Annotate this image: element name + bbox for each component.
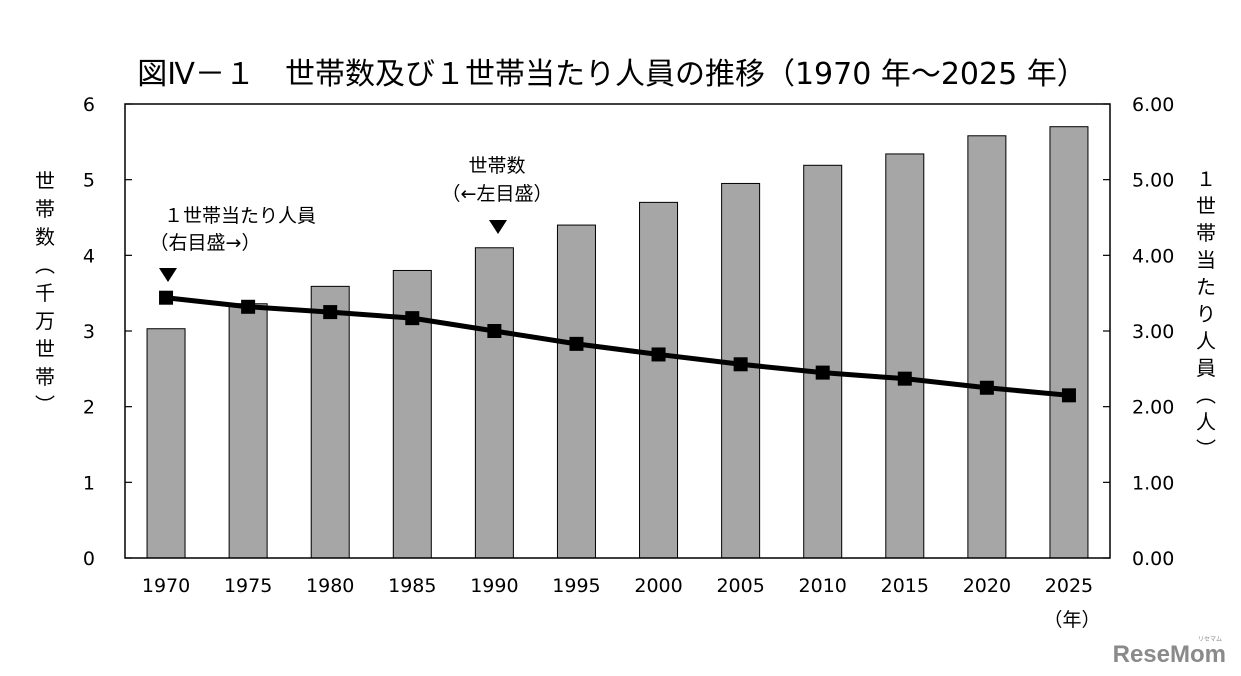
left-tick-label: 1 [83,472,95,494]
line-marker-1970 [159,290,174,305]
line-series [159,290,1076,403]
right-tick-label: 5.00 [1132,170,1174,192]
line-marker-2000 [651,347,666,362]
right-tick-label: 6.00 [1132,94,1174,116]
right-tick-label: 2.00 [1132,397,1174,419]
ylabel-right-char: り [1196,302,1216,326]
x-tick-label: 2025 [1045,575,1093,597]
ylabel-right-char: ︶ [1196,437,1216,461]
line-marker-1975 [241,299,256,314]
bar-2025 [1049,126,1089,559]
line-marker-2025 [1061,388,1076,403]
right-axis-label: １世帯当たり人員︵人︶ [1196,167,1216,461]
ylabel-left-char: 万 [35,309,55,333]
ylabel-right-char: 帯 [1196,221,1216,245]
left-tick-label: 6 [83,94,95,116]
right-axis-ticks: 0.00 1.00 2.00 3.00 4.00 5.00 6.00 [1103,94,1174,570]
line-marker-1995 [569,336,584,351]
ylabel-left-char: 世 [35,337,55,361]
x-tick-label: 1995 [552,575,600,597]
ylabel-right-char: 員 [1196,356,1216,380]
bar-1970 [146,328,186,559]
line-annotation-axis-note: （右目盛→） [150,232,261,254]
bar-1995 [556,224,596,559]
axes [124,103,1111,559]
line-marker-2020 [979,380,994,395]
bar-2000 [639,201,679,559]
x-tick-label: 1980 [306,575,354,597]
ylabel-left-char: 世 [35,169,55,193]
x-axis-ticks: 1970 1975 1980 1985 1990 1995 2000 2005 2010 2015… [142,575,1093,597]
plot-frame [124,103,1111,559]
resemom-logo-kana: リセマム [1198,636,1222,643]
bar-annotation-name: 世帯数 [468,155,525,177]
right-tick-label: 3.00 [1132,321,1174,343]
bar-1980 [310,285,350,559]
line-path [165,295,1070,398]
resemom-logo: ReseMom [1113,641,1226,668]
ylabel-left-char: 千 [35,281,55,305]
bar-2010 [803,164,843,559]
line-marker-1985 [405,311,420,326]
ylabel-right-char: 人 [1196,329,1216,353]
line-marker-2015 [897,371,912,386]
ylabel-right-char: 当 [1196,248,1216,272]
left-tick-label: 0 [83,548,95,570]
left-tick-label: 3 [83,321,95,343]
right-tick-label: 1.00 [1132,472,1174,494]
line-marker-1990 [487,324,502,338]
x-axis-unit: （年） [1043,609,1100,631]
x-tick-label: 2020 [963,575,1011,597]
line-annotation-name: １世帯当たり人員 [164,205,316,227]
bar-annotation-arrow-icon [489,220,507,234]
line-marker-2005 [733,357,748,372]
x-tick-label: 1975 [224,575,272,597]
bar-annotation-axis-note: （←左目盛） [442,183,553,205]
left-tick-label: 5 [83,170,95,192]
ylabel-left-char: 数 [35,225,55,249]
bar-2015 [885,153,925,559]
ylabel-left-char: 帯 [35,197,55,221]
left-tick-label: 2 [83,397,95,419]
x-tick-label: 2005 [716,575,764,597]
chart-title: 図Ⅳ－１ 世帯数及び１世帯当たり人員の推移（1970 年～2025 年） [137,57,1086,92]
bar-1975 [228,303,268,559]
x-tick-label: 2010 [799,575,847,597]
ylabel-left-char: ︶ [35,393,55,417]
x-tick-label: 2000 [634,575,682,597]
line-marker-1980 [323,305,338,320]
x-tick-label: 2015 [881,575,929,597]
x-tick-label: 1990 [470,575,518,597]
right-tick-label: 0.00 [1132,548,1174,570]
ylabel-right-char: １ [1196,167,1216,191]
ylabel-right-char: 人 [1196,410,1216,434]
bar-1990 [474,247,514,559]
ylabel-left-char: ︵ [35,253,55,277]
x-tick-label: 1985 [388,575,436,597]
x-tick-label: 1970 [142,575,190,597]
ylabel-right-char: ︵ [1196,383,1216,407]
left-axis-ticks: 0 1 2 3 4 5 6 [83,94,132,570]
line-marker-2010 [815,365,830,380]
ylabel-right-char: 世 [1196,194,1216,218]
ylabel-right-char: た [1196,275,1216,299]
left-tick-label: 4 [83,245,95,267]
right-tick-label: 4.00 [1132,245,1174,267]
ylabel-left-char: 帯 [35,365,55,389]
bar-series [146,126,1089,559]
line-annotation-arrow-icon [159,268,177,282]
bar-2020 [967,135,1007,559]
